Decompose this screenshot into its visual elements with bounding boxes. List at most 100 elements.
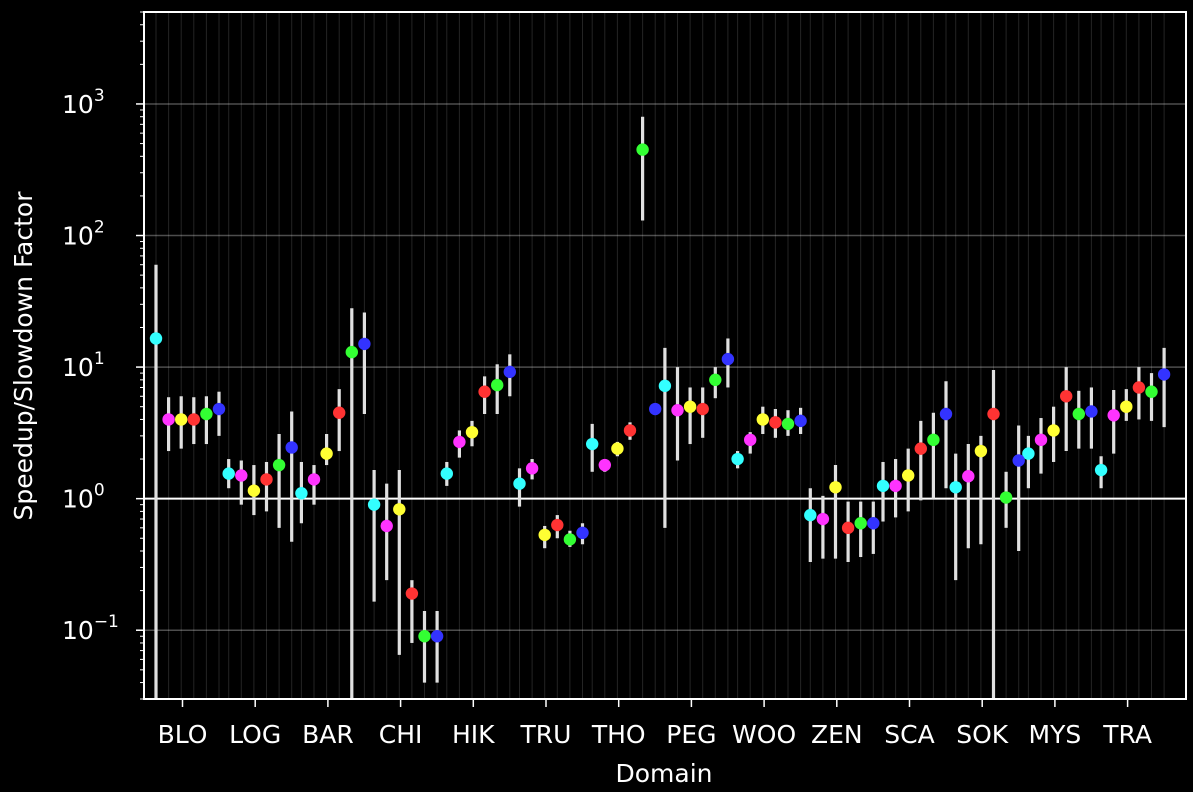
data-point — [841, 521, 855, 535]
data-point — [1060, 390, 1073, 403]
data-point — [794, 414, 807, 428]
data-point — [804, 508, 817, 522]
x-tick-label: TRU — [520, 720, 572, 749]
data-point — [212, 402, 226, 416]
data-point — [586, 437, 599, 451]
data-point — [320, 447, 333, 460]
data-point — [987, 407, 1000, 421]
data-point — [744, 433, 757, 447]
data-point — [503, 365, 516, 379]
data-point — [367, 498, 381, 511]
data-point — [333, 406, 346, 419]
data-point — [307, 473, 321, 486]
data-point — [611, 442, 624, 455]
data-point — [696, 402, 709, 416]
data-point — [914, 442, 927, 455]
data-point — [649, 402, 662, 416]
data-point — [285, 441, 298, 454]
data-point — [358, 337, 371, 351]
x-tick-label: BAR — [302, 720, 354, 749]
x-tick-label: WOO — [732, 720, 796, 749]
data-point — [902, 469, 915, 482]
data-point — [1132, 381, 1146, 394]
x-tick-label: HIK — [452, 720, 495, 749]
x-tick-label: THO — [591, 720, 646, 749]
data-point — [563, 533, 577, 546]
data-point — [260, 473, 273, 486]
data-point — [1034, 433, 1048, 447]
data-point — [235, 469, 248, 482]
data-point — [1157, 368, 1171, 381]
data-point — [1012, 454, 1025, 467]
data-point — [393, 503, 406, 516]
data-point — [405, 587, 419, 600]
data-point — [623, 424, 637, 437]
data-point — [1047, 424, 1060, 437]
data-point — [756, 413, 769, 426]
x-tick-label: LOG — [229, 720, 281, 749]
data-point — [889, 479, 902, 493]
x-tick-label: TRA — [1102, 720, 1152, 749]
data-point — [538, 528, 551, 542]
y-axis-title: Speedup/Slowdown Factor — [9, 191, 38, 521]
data-point — [430, 630, 444, 643]
data-point — [525, 462, 539, 475]
data-point — [721, 352, 735, 366]
data-point — [927, 433, 940, 447]
data-point — [200, 407, 213, 421]
data-point — [999, 491, 1013, 504]
x-tick-label: MYS — [1029, 720, 1082, 749]
data-point — [576, 526, 589, 540]
major-gridlines — [144, 103, 1186, 631]
data-point — [769, 416, 782, 429]
data-point — [949, 481, 962, 494]
x-axis-title: Domain — [615, 759, 712, 788]
data-point — [683, 400, 697, 413]
data-point — [709, 373, 722, 387]
data-point — [598, 458, 611, 472]
data-point — [731, 452, 744, 466]
data-point — [829, 481, 842, 494]
data-point — [551, 518, 564, 532]
data-point — [513, 477, 526, 490]
data-point — [1145, 385, 1158, 398]
data-point — [440, 467, 453, 480]
x-tick-label: BLO — [158, 720, 208, 749]
data-point — [247, 484, 261, 497]
data-point — [272, 458, 286, 472]
data-point — [222, 467, 235, 480]
data-point — [418, 630, 431, 643]
data-point — [478, 385, 491, 398]
data-point — [380, 519, 393, 533]
data-point — [187, 413, 200, 426]
data-point — [658, 379, 672, 393]
data-point — [491, 378, 504, 392]
data-point — [974, 444, 988, 458]
x-tick-label: SOK — [956, 720, 1009, 749]
data-point — [671, 404, 684, 417]
data-point — [149, 332, 163, 345]
data-point — [939, 407, 953, 421]
data-point — [867, 517, 880, 530]
data-point — [1085, 405, 1098, 418]
x-tick-label: PEG — [666, 720, 716, 749]
data-point — [1107, 409, 1120, 422]
data-points — [149, 143, 1171, 643]
data-point — [636, 143, 649, 156]
x-tick-label: SCA — [884, 720, 934, 749]
data-point — [816, 512, 830, 526]
data-point — [162, 413, 175, 426]
data-point — [876, 479, 890, 493]
data-point — [854, 517, 867, 530]
data-point — [781, 417, 795, 431]
x-axis-ticks: BLO LOG BAR CHI HIK TRU THO PEG WOO ZEN SCA SOK MYS T… — [158, 699, 1152, 749]
plot-frame — [143, 11, 1187, 700]
data-point — [1120, 400, 1133, 413]
data-point — [295, 487, 308, 500]
data-point — [1072, 407, 1086, 421]
data-point — [1022, 447, 1035, 460]
data-point — [453, 435, 466, 449]
data-point — [962, 470, 975, 483]
